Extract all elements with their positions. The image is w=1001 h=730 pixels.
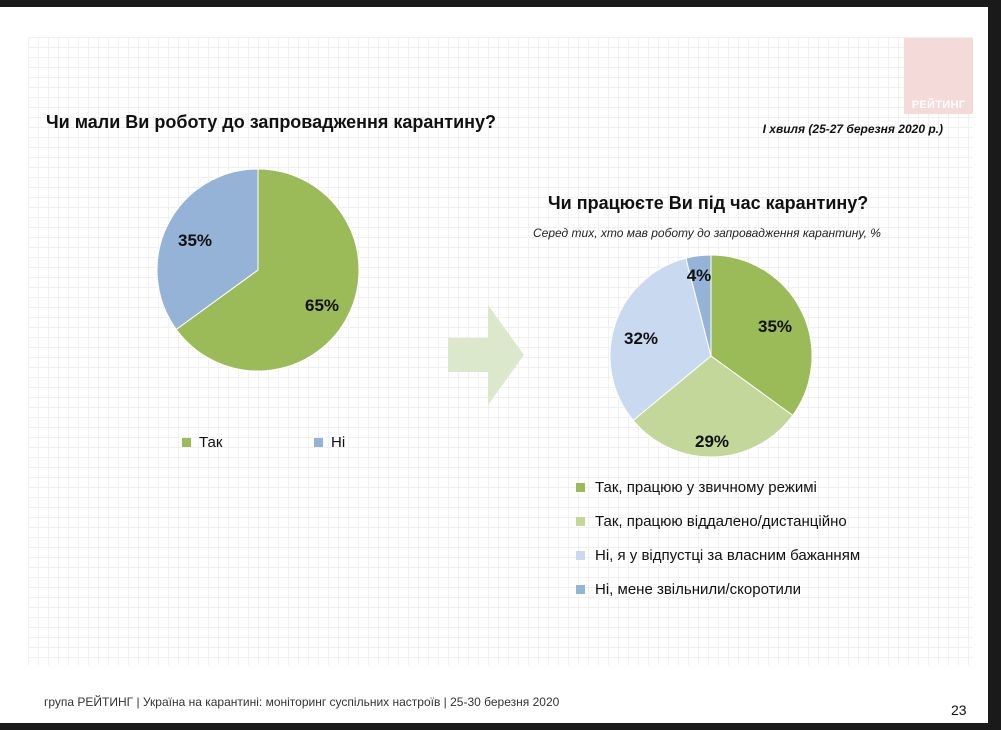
pie2-label-0: 35% [758,317,792,336]
pie1-slice-1 [156,168,259,331]
legend1-swatch-1 [314,438,323,447]
pie1-slice-0 [175,168,360,372]
pie-chart-1: 65% 35% [156,168,360,372]
legend1-label-0: Так [199,434,223,451]
legend2-item-3: Ні, мене звільнили/скоротили [576,572,860,606]
logo-text: РЕЙТИНГ [911,99,966,111]
legend2-swatch-2 [576,550,585,560]
pie2-slice-1 [632,355,794,458]
pie1-label-0: 65% [305,296,339,315]
legend2-label-1: Так, працюю віддалено/дистанційно [595,512,847,530]
legend2-label-0: Так, працюю у звичному режимі [595,478,817,496]
wave-label: I хвиля (25-27 березня 2020 р.) [762,122,943,136]
legend2-item-2: Ні, я у відпустці за власним бажанням [576,538,860,572]
footer-text: група РЕЙТИНГ | Україна на карантині: мо… [44,695,560,709]
chart1-title: Чи мали Ви роботу до запровадження каран… [46,112,497,132]
pie2-label-3: 4% [687,266,712,285]
legend2-item-1: Так, працюю віддалено/дистанційно [576,504,860,538]
chart2-subtitle: Серед тих, хто мав роботу до запроваджен… [533,226,881,240]
rating-logo: РЕЙТИНГ [904,38,973,114]
legend2-swatch-3 [576,584,585,594]
legend2-label-2: Ні, я у відпустці за власним бажанням [595,546,861,564]
legend2: Так, працюю у звичному режимі Так, працю… [576,470,860,606]
legend2-item-0: Так, працюю у звичному режимі [576,470,860,504]
pie-chart-2: 35% 29% 32% 4% [609,254,813,458]
pie2-label-1: 29% [695,432,729,451]
legend1-item-0: Так [182,434,222,451]
chart2-title: Чи працюєте Ви під час карантину? [548,193,869,213]
pie2-slice-2 [609,257,712,422]
arrow-right-icon [448,305,524,405]
pie2-slice-3 [685,254,712,357]
legend1-label-1: Ні [331,434,346,451]
pie1-label-1: 35% [178,231,212,250]
pie2-label-2: 32% [624,329,658,348]
legend1-item-1: Ні [314,434,345,451]
legend2-swatch-1 [576,516,585,526]
legend1-swatch-0 [182,438,191,447]
pie2-slice-0 [710,254,813,417]
page-number: 23 [951,702,967,718]
legend2-label-3: Ні, мене звільнили/скоротили [595,580,801,598]
legend2-swatch-0 [576,482,585,492]
